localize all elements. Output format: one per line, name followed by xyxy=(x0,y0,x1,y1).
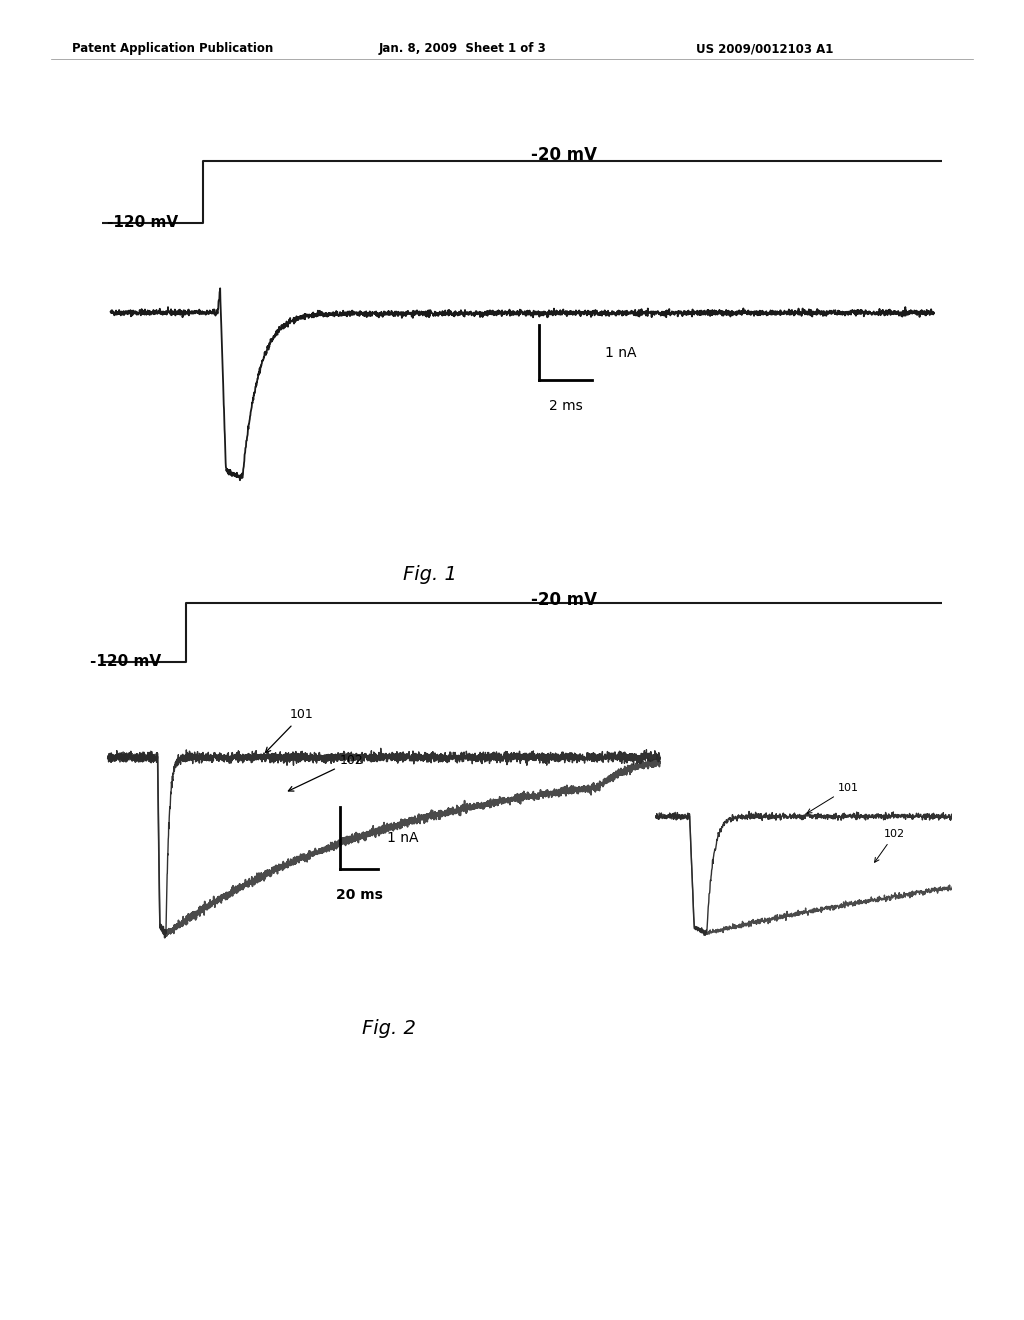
Text: 20 ms: 20 ms xyxy=(336,888,383,903)
Text: 2 ms: 2 ms xyxy=(549,400,583,413)
Text: 101: 101 xyxy=(807,783,859,813)
Text: US 2009/0012103 A1: US 2009/0012103 A1 xyxy=(696,42,834,55)
Text: Fig. 2: Fig. 2 xyxy=(362,1019,416,1038)
Text: 102: 102 xyxy=(289,755,364,791)
Text: Fig. 1: Fig. 1 xyxy=(403,565,457,583)
Text: Jan. 8, 2009  Sheet 1 of 3: Jan. 8, 2009 Sheet 1 of 3 xyxy=(379,42,547,55)
Text: 1 nA: 1 nA xyxy=(387,832,418,845)
Text: 101: 101 xyxy=(265,709,314,752)
Text: 1 nA: 1 nA xyxy=(604,346,636,360)
Text: -120 mV: -120 mV xyxy=(90,655,161,669)
Text: Patent Application Publication: Patent Application Publication xyxy=(72,42,273,55)
Text: -20 mV: -20 mV xyxy=(531,591,597,609)
Text: -120 mV: -120 mV xyxy=(106,215,178,230)
Text: -20 mV: -20 mV xyxy=(531,147,597,165)
Text: 102: 102 xyxy=(874,829,905,862)
